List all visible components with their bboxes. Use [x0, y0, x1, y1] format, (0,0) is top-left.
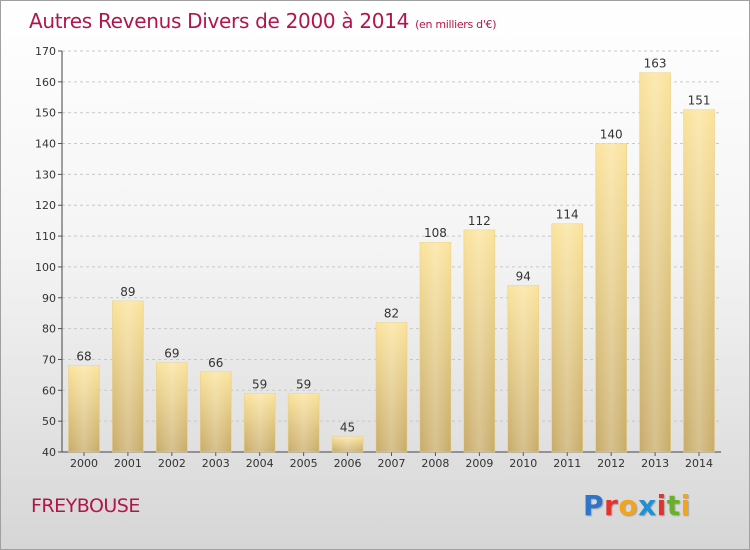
y-tick-label: 40: [42, 446, 56, 459]
x-tick-label: 2001: [114, 457, 142, 470]
data-labels: 68 89 69 66 59 59 45 82 108 112 94 114 140 163 151: [76, 57, 710, 435]
bar-highlight: [551, 223, 583, 452]
logo-letter: t: [666, 489, 681, 522]
chart-subtitle: (en milliers d'€): [415, 18, 497, 31]
y-tick-label: 60: [42, 384, 56, 397]
logo-letter: x: [638, 489, 657, 522]
data-label: 69: [164, 347, 179, 361]
data-label: 82: [384, 306, 399, 320]
commune-name: FREYBOUSE: [31, 495, 140, 517]
bar-highlight: [419, 242, 451, 452]
data-label: 59: [296, 377, 311, 391]
x-tick-label: 2002: [158, 457, 186, 470]
data-label: 114: [556, 208, 579, 222]
y-tick-label: 110: [35, 230, 56, 243]
proxiti-logo: Proxiti: [583, 489, 691, 522]
bar-highlight: [683, 109, 715, 452]
y-tick-label: 170: [35, 45, 56, 58]
bar-highlight: [376, 322, 407, 452]
bar-highlight: [332, 436, 364, 452]
data-label: 151: [688, 94, 711, 108]
bar-highlight: [112, 300, 144, 452]
logo-letter: r: [604, 489, 619, 522]
y-tick-label: 120: [35, 199, 56, 212]
y-tick-label: 130: [35, 168, 56, 181]
chart-title: Autres Revenus Divers de 2000 à 2014 (en …: [29, 9, 497, 33]
logo-letter: i: [656, 489, 667, 522]
bar-highlight: [463, 229, 495, 452]
data-label: 94: [516, 269, 531, 283]
logo-letter: i: [680, 489, 691, 522]
y-tick-label: 80: [42, 323, 56, 336]
y-tick-label: 150: [35, 107, 56, 120]
bar-highlight: [156, 362, 188, 452]
x-tick-label: 2006: [334, 457, 362, 470]
data-label: 45: [340, 421, 355, 435]
x-tick-label: 2012: [597, 457, 625, 470]
x-tick-label: 2014: [685, 457, 713, 470]
x-tick-label: 2009: [465, 457, 493, 470]
bar-highlight: [507, 285, 539, 452]
x-tick-label: 2003: [202, 457, 230, 470]
y-tick-label: 50: [42, 415, 56, 428]
data-label: 112: [468, 214, 491, 228]
x-tick-label: 2004: [246, 457, 274, 470]
x-tick-label: 2011: [553, 457, 581, 470]
data-label: 163: [644, 57, 667, 71]
y-tick-label: 100: [35, 261, 56, 274]
y-tick-label: 90: [42, 292, 56, 305]
data-label: 108: [424, 226, 447, 240]
bars: [68, 72, 715, 453]
logo-letter: P: [583, 489, 605, 522]
bar-highlight: [288, 393, 320, 452]
bar-highlight: [200, 371, 232, 452]
data-label: 68: [76, 350, 91, 364]
axes: 40 50 60 70 80 90 100 110 120 130 140 150 160 170 2000…: [35, 45, 721, 470]
data-label: 59: [252, 377, 267, 391]
x-tick-label: 2008: [421, 457, 449, 470]
chart-title-text: Autres Revenus Divers de 2000 à 2014: [29, 9, 410, 33]
x-tick-label: 2000: [70, 457, 98, 470]
x-tick-label: 2013: [641, 457, 669, 470]
logo-letter: o: [618, 489, 639, 522]
y-tick-label: 70: [42, 353, 56, 366]
bar-highlight: [639, 72, 671, 452]
y-tick-label: 140: [35, 138, 56, 151]
x-tick-label: 2010: [509, 457, 537, 470]
data-label: 89: [120, 285, 135, 299]
bar-highlight: [595, 143, 627, 453]
data-label: 140: [600, 128, 623, 142]
bar-highlight: [244, 393, 276, 452]
x-tick-label: 2005: [290, 457, 318, 470]
data-label: 66: [208, 356, 223, 370]
bar-highlight: [68, 365, 100, 452]
x-tick-label: 2007: [378, 457, 406, 470]
y-tick-label: 160: [35, 76, 56, 89]
